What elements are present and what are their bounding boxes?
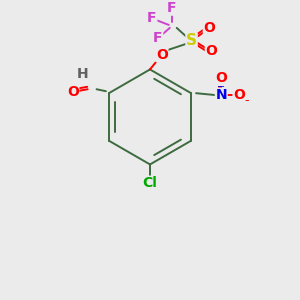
Text: Cl: Cl (142, 176, 158, 190)
Text: O: O (67, 85, 79, 99)
Text: S: S (186, 33, 197, 48)
Text: F: F (153, 31, 163, 45)
Text: O: O (203, 21, 215, 35)
Text: O: O (156, 48, 168, 62)
Text: F: F (167, 1, 176, 15)
Text: N: N (215, 88, 227, 102)
Text: O: O (206, 44, 217, 58)
Text: F: F (147, 11, 157, 25)
Text: +: + (216, 82, 224, 92)
Text: O: O (233, 88, 245, 102)
Text: O: O (215, 71, 227, 85)
Text: -: - (245, 94, 249, 106)
Text: H: H (77, 68, 88, 81)
